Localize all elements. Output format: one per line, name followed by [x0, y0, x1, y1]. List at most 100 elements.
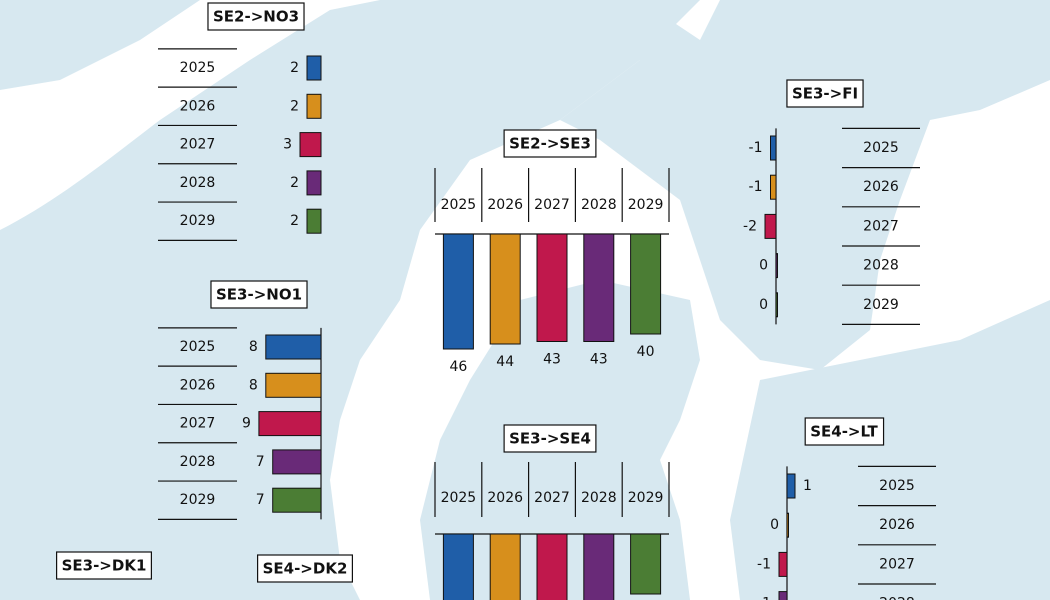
category-label: 2025: [180, 339, 216, 355]
category-label: 2025: [441, 197, 477, 213]
value-label: -1: [749, 179, 763, 195]
value-label: 1: [803, 478, 812, 494]
value-label: 8: [249, 377, 258, 393]
category-label: 2028: [581, 490, 617, 506]
category-label: 2026: [487, 490, 523, 506]
bar: [778, 591, 788, 600]
chart-title: SE3->NO1: [216, 286, 302, 304]
value-label: 43: [590, 352, 608, 368]
title-box: [257, 554, 353, 583]
title-box: [210, 280, 308, 309]
category-label: 2028: [863, 258, 899, 274]
bar: [536, 233, 568, 342]
chart-title-group: SE3->NO1: [210, 280, 308, 309]
title-box: [804, 417, 885, 446]
bar: [489, 233, 521, 345]
bar: [775, 292, 778, 318]
value-label: -1: [757, 556, 771, 572]
category-label: 2028: [581, 197, 617, 213]
category-label: 2029: [180, 492, 216, 508]
chart-title-group: SE4->LT: [804, 417, 885, 446]
chart-title-group: SE3->SE4: [503, 424, 597, 453]
bar: [764, 213, 777, 239]
chart-title: SE4->LT: [810, 423, 878, 441]
bar: [489, 533, 521, 600]
bar: [770, 135, 777, 161]
chart-title-group: SE3->FI: [786, 79, 864, 108]
value-label: 2: [290, 175, 299, 191]
bar: [272, 449, 322, 475]
chart-title-group: SE3->DK1: [56, 551, 152, 580]
bar: [272, 487, 322, 513]
value-label: -1: [749, 140, 763, 156]
category-label: 2027: [180, 416, 216, 432]
category-label: 2027: [534, 197, 570, 213]
category-label: 2025: [180, 60, 216, 76]
title-box: [207, 2, 305, 31]
value-label: 0: [759, 297, 768, 313]
title-box: [503, 129, 597, 158]
bar: [770, 174, 777, 200]
bar: [442, 233, 474, 350]
value-label: 2: [290, 60, 299, 76]
bar: [306, 208, 322, 234]
category-label: 2029: [628, 490, 664, 506]
category-label: 2028: [180, 454, 216, 470]
chart-title: SE3->DK1: [62, 557, 147, 575]
bar: [306, 55, 322, 81]
bar: [630, 233, 662, 335]
bar: [775, 253, 778, 279]
category-label: 2027: [879, 556, 915, 572]
value-label: 40: [637, 344, 655, 360]
bar: [583, 233, 615, 342]
category-label: 2027: [180, 137, 216, 153]
bar: [258, 411, 322, 437]
category-label: 2029: [180, 213, 216, 229]
bar: [778, 551, 788, 577]
category-label: 2028: [180, 175, 216, 191]
category-label: 2029: [628, 197, 664, 213]
bar: [536, 533, 568, 600]
category-label: 2026: [879, 517, 915, 533]
category-label: 2025: [441, 490, 477, 506]
value-label: 43: [543, 352, 561, 368]
category-label: 2028: [879, 596, 915, 600]
value-label: -1: [757, 596, 771, 600]
chart-title: SE2->SE3: [509, 135, 591, 153]
chart-title-group: SE2->SE3: [503, 129, 597, 158]
value-label: 2: [290, 213, 299, 229]
chart-title-group: SE2->NO3: [207, 2, 305, 31]
bar: [442, 533, 474, 600]
chart-title: SE3->SE4: [509, 430, 591, 448]
category-label: 2026: [180, 98, 216, 114]
category-label: 2026: [487, 197, 523, 213]
category-label: 2029: [863, 297, 899, 313]
chart-title: SE2->NO3: [213, 8, 299, 26]
value-label: 8: [249, 339, 258, 355]
bar: [583, 533, 615, 600]
value-label: 7: [256, 454, 265, 470]
value-label: 7: [256, 492, 265, 508]
bar: [630, 533, 662, 595]
bar: [786, 512, 789, 538]
category-label: 2027: [534, 490, 570, 506]
category-label: 2025: [879, 478, 915, 494]
chart-title-group: SE4->DK2: [257, 554, 353, 583]
category-label: 2026: [863, 179, 899, 195]
category-label: 2026: [180, 377, 216, 393]
bar: [265, 334, 322, 360]
value-label: 2: [290, 98, 299, 114]
value-label: 46: [449, 359, 467, 375]
value-label: 44: [496, 354, 514, 370]
bar: [786, 473, 796, 499]
bar: [299, 132, 322, 158]
value-label: 3: [283, 137, 292, 153]
value-label: 9: [242, 416, 251, 432]
bar: [265, 372, 322, 398]
value-label: 0: [770, 517, 779, 533]
bar: [306, 93, 322, 119]
title-box: [786, 79, 864, 108]
